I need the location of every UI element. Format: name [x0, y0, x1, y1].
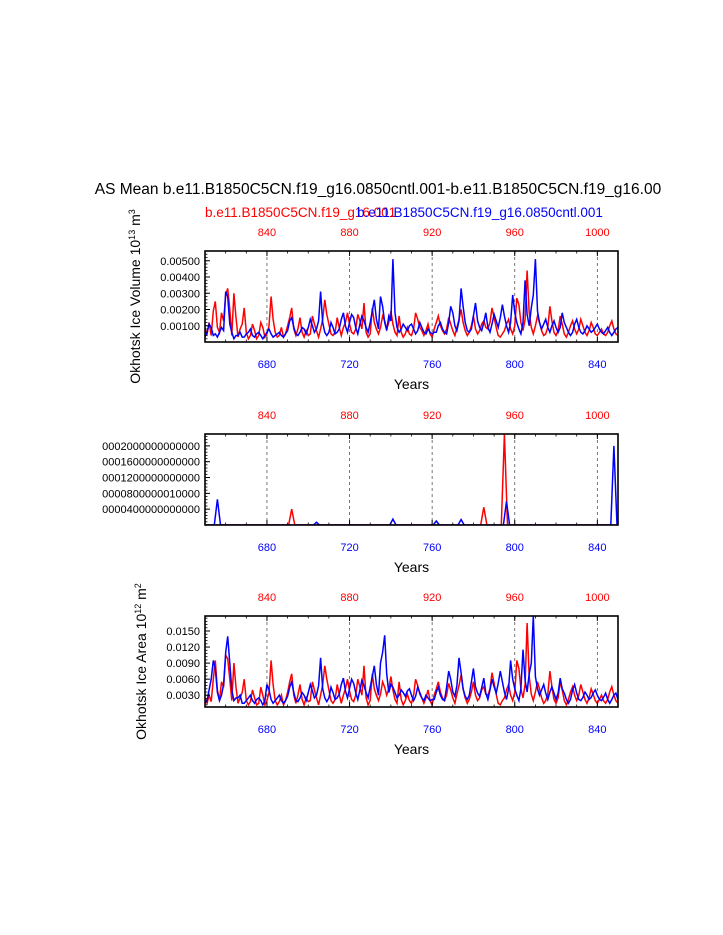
ice-volume-panel: 680 720 760 800 840 840 880 920 960 1000 0.00100 0.…	[127, 209, 619, 392]
bottom-tick-label: 680	[258, 542, 276, 554]
x-axis-label: Years	[394, 559, 429, 575]
y-axis-label-superscript: 2	[133, 583, 143, 588]
y-axis-label-superscript: 12	[133, 604, 143, 614]
y-axis-label: Okhotsk Ice Volume 1013 m3	[127, 209, 143, 384]
y-tick-label: 0.0030	[166, 690, 200, 702]
top-tick-label: 920	[423, 592, 441, 604]
y-axis-label: Okhotsk Ice Area 1012 m2	[133, 583, 149, 740]
x-axis-label: Years	[394, 741, 429, 757]
top-tick-label: 920	[423, 410, 441, 422]
y-tick-label: 0.00500	[160, 256, 200, 268]
top-tick-label: 960	[506, 592, 524, 604]
y-tick-label: 0002000000000000	[102, 441, 200, 453]
x-axis-label: Years	[394, 376, 429, 392]
y-tick-label: 0000400000000000	[102, 504, 200, 516]
bottom-tick-label: 840	[588, 542, 606, 554]
top-tick-label: 880	[340, 410, 358, 422]
top-tick-label: 840	[258, 410, 276, 422]
top-tick-label: 880	[340, 592, 358, 604]
bottom-tick-label: 680	[258, 724, 276, 736]
bottom-tick-label: 760	[423, 542, 441, 554]
y-axis-label-text: Okhotsk Ice Volume 10	[127, 240, 143, 384]
top-tick-label: 960	[506, 227, 524, 239]
y-tick-label: 0001600000000000	[102, 457, 200, 469]
top-tick-label: 1000	[585, 227, 609, 239]
ice-area-panel: 680 720 760 800 840 840 880 920 960 1000 0.0030 0.0…	[133, 583, 619, 757]
bottom-tick-label: 760	[423, 724, 441, 736]
y-tick-label: 0001200000000000	[102, 473, 200, 485]
bottom-tick-label: 760	[423, 359, 441, 371]
y-tick-label: 0.00400	[160, 272, 200, 284]
series-line-red	[205, 434, 618, 525]
series-line-red	[205, 622, 618, 707]
top-tick-label: 960	[506, 410, 524, 422]
top-tick-label: 840	[258, 592, 276, 604]
bottom-tick-label: 800	[506, 724, 524, 736]
y-axis-label-superscript: 13	[127, 230, 137, 240]
main-title: AS Mean b.e11.B1850C5CN.f19_g16.0850cntl…	[95, 181, 662, 198]
top-tick-label: 840	[258, 227, 276, 239]
series-line-red	[205, 270, 618, 341]
series-line-blue	[205, 616, 618, 707]
y-tick-label: 0000800000010000	[102, 488, 200, 500]
y-tick-label: 0.00300	[160, 288, 200, 300]
ice-spike-panel: 680 720 760 800 840 840 880 920 960 1000 000040000…	[102, 410, 619, 575]
series-line-blue	[205, 259, 618, 341]
bottom-tick-label: 840	[588, 724, 606, 736]
top-tick-label: 880	[340, 227, 358, 239]
bottom-tick-label: 720	[340, 724, 358, 736]
y-tick-label: 0.0150	[166, 626, 200, 638]
bottom-tick-label: 680	[258, 359, 276, 371]
legend-case-red: b.e11.B1850C5CN.f19_g16.001	[205, 205, 396, 220]
y-tick-label: 0.00200	[160, 305, 200, 317]
top-tick-label: 1000	[585, 592, 609, 604]
y-axis-label-text: m	[133, 588, 149, 604]
y-axis-label-text: Okhotsk Ice Area 10	[133, 614, 149, 740]
top-tick-label: 920	[423, 227, 441, 239]
series-line-blue	[205, 445, 618, 525]
y-axis-label-text: m	[127, 214, 143, 230]
y-tick-label: 0.00100	[160, 321, 200, 333]
y-tick-label: 0.0060	[166, 674, 200, 686]
legend-case-blue: b.e11.B1850C5CN.f19_g16.0850cntl.001	[357, 205, 603, 220]
y-axis-label-superscript: 3	[127, 209, 137, 214]
bottom-tick-label: 800	[506, 359, 524, 371]
y-tick-label: 0.0120	[166, 642, 200, 654]
bottom-tick-label: 800	[506, 542, 524, 554]
bottom-tick-label: 720	[340, 359, 358, 371]
y-tick-label: 0.0090	[166, 658, 200, 670]
bottom-tick-label: 720	[340, 542, 358, 554]
top-tick-label: 1000	[585, 410, 609, 422]
bottom-tick-label: 840	[588, 359, 606, 371]
